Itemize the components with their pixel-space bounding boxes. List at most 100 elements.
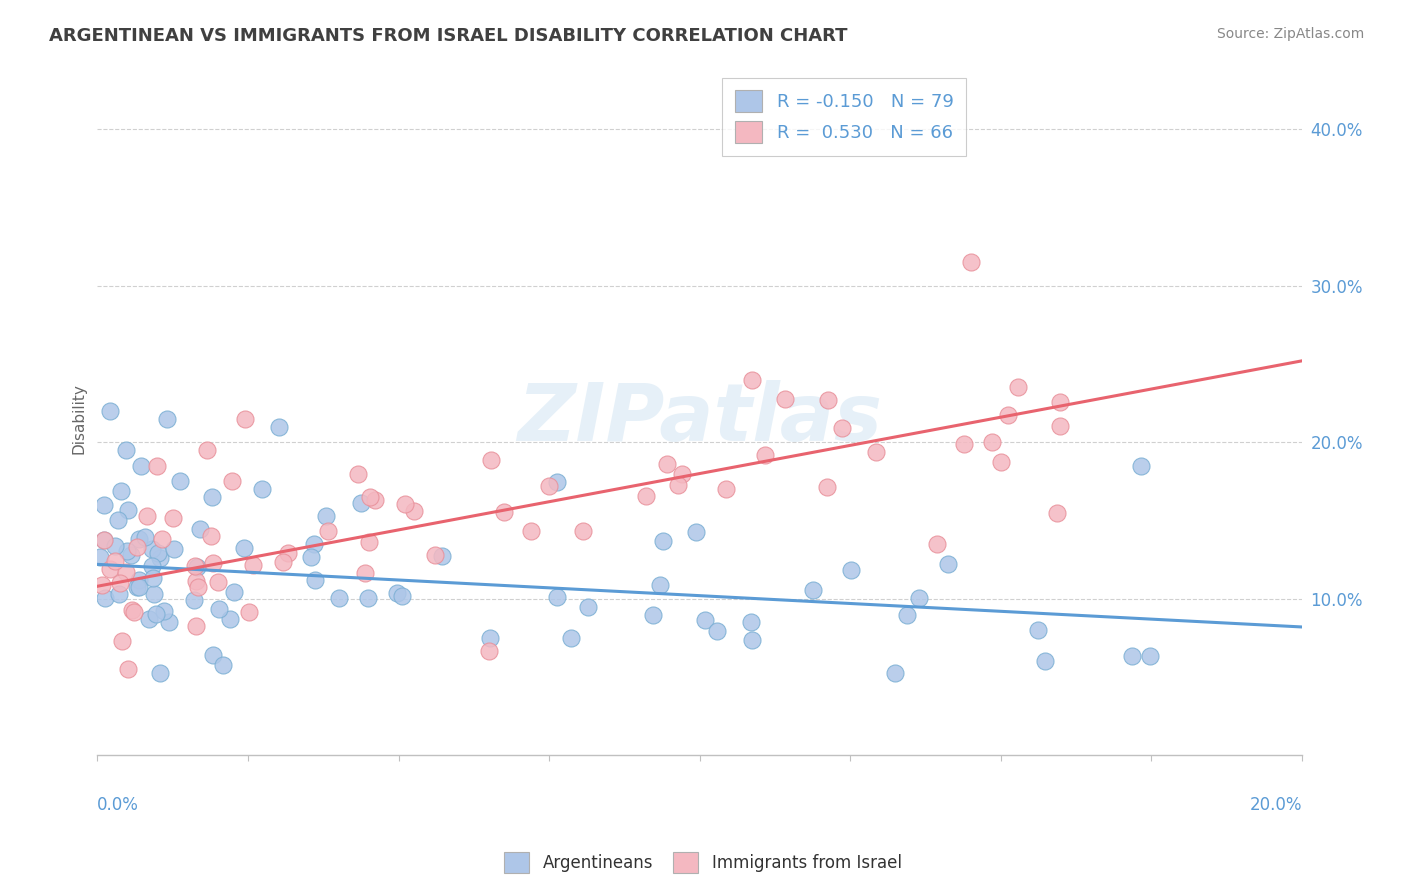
Point: [1121, 648, 1143, 663]
Point: [347, 467, 370, 482]
Point: [865, 445, 887, 459]
Point: [479, 453, 502, 467]
Point: [817, 392, 839, 407]
Point: [706, 624, 728, 638]
Point: [125, 580, 148, 594]
Point: [671, 467, 693, 481]
Point: [149, 666, 172, 681]
Point: [269, 419, 291, 434]
Point: [104, 539, 127, 553]
Point: [235, 411, 257, 425]
Point: [1033, 654, 1056, 668]
Point: [89, 549, 111, 564]
Point: [115, 566, 138, 580]
Point: [169, 475, 191, 489]
Point: [162, 510, 184, 524]
Point: [184, 574, 207, 588]
Point: [1130, 458, 1153, 473]
Point: [150, 533, 173, 547]
Point: [143, 586, 166, 600]
Point: [117, 662, 139, 676]
Point: [803, 582, 825, 597]
Point: [560, 632, 582, 646]
Point: [648, 578, 671, 592]
Point: [142, 571, 165, 585]
Point: [200, 529, 222, 543]
Point: [520, 524, 543, 538]
Point: [233, 541, 256, 556]
Point: [156, 411, 179, 425]
Point: [202, 556, 225, 570]
Legend: Argentineans, Immigrants from Israel: Argentineans, Immigrants from Israel: [498, 846, 908, 880]
Point: [578, 600, 600, 615]
Text: 20.0%: 20.0%: [1250, 796, 1302, 814]
Point: [364, 492, 387, 507]
Point: [134, 530, 156, 544]
Point: [980, 434, 1002, 449]
Point: [120, 549, 142, 563]
Point: [93, 533, 115, 547]
Point: [107, 513, 129, 527]
Point: [121, 603, 143, 617]
Point: [959, 255, 981, 269]
Point: [479, 631, 502, 645]
Point: [195, 443, 218, 458]
Point: [202, 648, 225, 663]
Point: [211, 657, 233, 672]
Point: [546, 591, 568, 605]
Point: [538, 479, 561, 493]
Point: [114, 443, 136, 458]
Point: [359, 535, 381, 549]
Text: ARGENTINEAN VS IMMIGRANTS FROM ISRAEL DISABILITY CORRELATION CHART: ARGENTINEAN VS IMMIGRANTS FROM ISRAEL DI…: [49, 27, 848, 45]
Point: [641, 608, 664, 623]
Point: [478, 644, 501, 658]
Point: [146, 458, 169, 473]
Point: [571, 524, 593, 538]
Point: [353, 566, 375, 581]
Point: [685, 524, 707, 539]
Point: [157, 615, 180, 630]
Point: [936, 558, 959, 572]
Point: [183, 592, 205, 607]
Point: [163, 542, 186, 557]
Point: [122, 605, 145, 619]
Point: [98, 562, 121, 576]
Point: [93, 591, 115, 606]
Point: [128, 533, 150, 547]
Point: [108, 587, 131, 601]
Point: [93, 533, 115, 547]
Point: [634, 489, 657, 503]
Point: [271, 555, 294, 569]
Point: [103, 554, 125, 568]
Point: [188, 522, 211, 536]
Point: [908, 591, 931, 605]
Point: [394, 497, 416, 511]
Point: [93, 498, 115, 512]
Point: [115, 544, 138, 558]
Point: [693, 613, 716, 627]
Point: [153, 604, 176, 618]
Point: [302, 537, 325, 551]
Point: [186, 560, 208, 574]
Point: [117, 502, 139, 516]
Point: [925, 537, 948, 551]
Point: [741, 373, 763, 387]
Point: [815, 480, 838, 494]
Point: [430, 549, 453, 563]
Point: [110, 483, 132, 498]
Point: [136, 508, 159, 523]
Point: [773, 392, 796, 406]
Point: [315, 509, 337, 524]
Point: [754, 448, 776, 462]
Point: [208, 602, 231, 616]
Point: [187, 580, 209, 594]
Point: [997, 408, 1019, 422]
Point: [184, 558, 207, 573]
Point: [666, 478, 689, 492]
Point: [141, 558, 163, 573]
Point: [221, 475, 243, 489]
Point: [391, 589, 413, 603]
Text: Source: ZipAtlas.com: Source: ZipAtlas.com: [1216, 27, 1364, 41]
Point: [98, 404, 121, 418]
Point: [655, 458, 678, 472]
